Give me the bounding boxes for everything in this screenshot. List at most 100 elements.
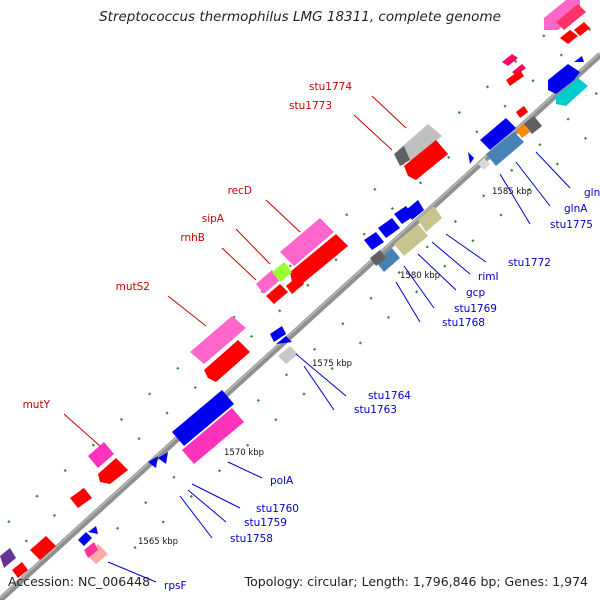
gene-feature[interactable] xyxy=(556,78,588,106)
gene-feature[interactable] xyxy=(560,22,590,44)
gene-feature[interactable] xyxy=(266,276,304,304)
track-tick xyxy=(161,520,165,524)
gene-label-mutY[interactable]: mutY xyxy=(23,399,51,411)
gene-feature[interactable] xyxy=(78,526,98,546)
gene-feature[interactable] xyxy=(506,70,524,86)
gene-label-stu1759[interactable]: stu1759 xyxy=(244,517,287,529)
leader-line-rnhB xyxy=(221,247,257,281)
gene-label-glnR[interactable]: glnR xyxy=(584,187,600,199)
gene-feature[interactable] xyxy=(544,0,580,30)
track-tick xyxy=(246,443,250,447)
label-leader-lines xyxy=(63,95,571,583)
track-tick xyxy=(362,232,366,236)
gene-feature[interactable] xyxy=(478,158,490,170)
gene-label-sipA[interactable]: sipA xyxy=(202,213,225,225)
gene-label-stu1768[interactable]: stu1768 xyxy=(442,317,485,329)
gene-label-rimI[interactable]: rimI xyxy=(478,271,499,283)
gene-label-stu1773[interactable]: stu1773 xyxy=(289,100,332,112)
track-tick xyxy=(418,181,423,185)
gene-label-stu1758[interactable]: stu1758 xyxy=(230,533,273,545)
gene-label-mutS2[interactable]: mutS2 xyxy=(116,281,150,293)
gene-feature[interactable] xyxy=(272,262,292,282)
gene-feature[interactable] xyxy=(370,250,386,266)
gene-feature[interactable] xyxy=(468,152,474,164)
gene-feature[interactable] xyxy=(398,124,442,162)
gene-feature[interactable] xyxy=(70,488,92,508)
topology-info: Topology: circular; Length: 1,796,846 bp… xyxy=(244,574,588,589)
track-tick xyxy=(447,155,451,159)
track-tick xyxy=(485,85,490,89)
gene-feature[interactable] xyxy=(280,218,334,266)
gene-feature[interactable] xyxy=(190,316,246,364)
gene-feature[interactable] xyxy=(376,248,400,272)
gene-label-rnhB[interactable]: rnhB xyxy=(180,232,205,244)
gene-feature[interactable] xyxy=(12,536,56,578)
gene-label-glnA[interactable]: glnA xyxy=(564,203,588,215)
track-tick xyxy=(288,264,292,268)
gene-feature[interactable] xyxy=(256,270,280,294)
track-tick xyxy=(584,136,588,140)
track-tick xyxy=(148,392,152,396)
track-tick xyxy=(274,418,278,422)
track-tick xyxy=(566,117,570,121)
leader-line-stu1775 xyxy=(499,173,531,225)
gene-label-stu1774[interactable]: stu1774 xyxy=(309,81,352,93)
track-tick xyxy=(358,341,362,345)
gene-feature[interactable] xyxy=(270,326,292,344)
gene-feature[interactable] xyxy=(290,234,348,284)
track-tick xyxy=(425,245,429,249)
track-tick xyxy=(443,264,447,268)
track-tick xyxy=(482,194,486,198)
track-tick xyxy=(330,366,334,371)
gene-feature[interactable] xyxy=(98,458,128,484)
track-tick xyxy=(137,437,141,441)
gene-feature[interactable] xyxy=(0,548,16,568)
track-tick xyxy=(52,513,57,517)
track-tick xyxy=(373,187,377,191)
gene-label-stu1760[interactable]: stu1760 xyxy=(256,503,299,515)
gene-feature[interactable] xyxy=(88,442,114,468)
gene-label-gcp[interactable]: gcp xyxy=(466,287,485,299)
gene-feature[interactable] xyxy=(556,4,586,30)
gene-feature[interactable] xyxy=(516,106,528,118)
gene-label-rpsF[interactable]: rpsF xyxy=(164,580,187,592)
track-tick xyxy=(531,79,535,83)
track-tick xyxy=(457,110,461,115)
gene-feature[interactable] xyxy=(516,124,530,138)
gene-label-stu1772[interactable]: stu1772 xyxy=(508,257,551,269)
gene-label-recD[interactable]: recD xyxy=(228,185,252,197)
gene-feature[interactable] xyxy=(394,206,442,256)
track-tick xyxy=(133,545,137,550)
gene-feature[interactable] xyxy=(404,140,448,180)
gene-feature[interactable] xyxy=(480,118,516,150)
leader-line-stu1768 xyxy=(395,281,421,323)
track-tick xyxy=(302,392,306,396)
track-tick xyxy=(510,168,514,172)
gene-feature[interactable] xyxy=(394,146,410,166)
gene-feature[interactable] xyxy=(86,544,108,564)
gene-feature[interactable] xyxy=(148,452,168,468)
gene-feature[interactable] xyxy=(182,408,244,464)
gene-label-polA[interactable]: polA xyxy=(270,475,294,487)
track-tick xyxy=(217,469,222,473)
gene-feature[interactable] xyxy=(486,132,524,166)
gene-label-stu1769[interactable]: stu1769 xyxy=(454,303,497,315)
gene-label-stu1775[interactable]: stu1775 xyxy=(550,219,593,231)
gene-feature[interactable] xyxy=(524,116,542,134)
track-tick xyxy=(471,239,475,243)
gene-label-stu1764[interactable]: stu1764 xyxy=(368,390,411,402)
track-tick xyxy=(555,162,559,166)
gene-feature[interactable] xyxy=(278,346,298,364)
gene-label-stu1763[interactable]: stu1763 xyxy=(354,404,397,416)
gene-feature[interactable] xyxy=(502,54,526,76)
track-tick xyxy=(397,271,401,275)
genome-backbone-highlight xyxy=(0,52,600,599)
track-tick xyxy=(172,475,176,479)
gene-feature[interactable] xyxy=(548,56,584,94)
gene-labels: mutY mutS2 rnhB sipA recD stu1773 stu1774 rpsF s… xyxy=(23,81,600,592)
gene-feature[interactable] xyxy=(364,200,424,250)
gene-feature[interactable] xyxy=(204,340,250,382)
gene-feature[interactable] xyxy=(172,390,234,446)
gene-feature[interactable] xyxy=(84,542,98,558)
track-tick xyxy=(256,398,260,402)
